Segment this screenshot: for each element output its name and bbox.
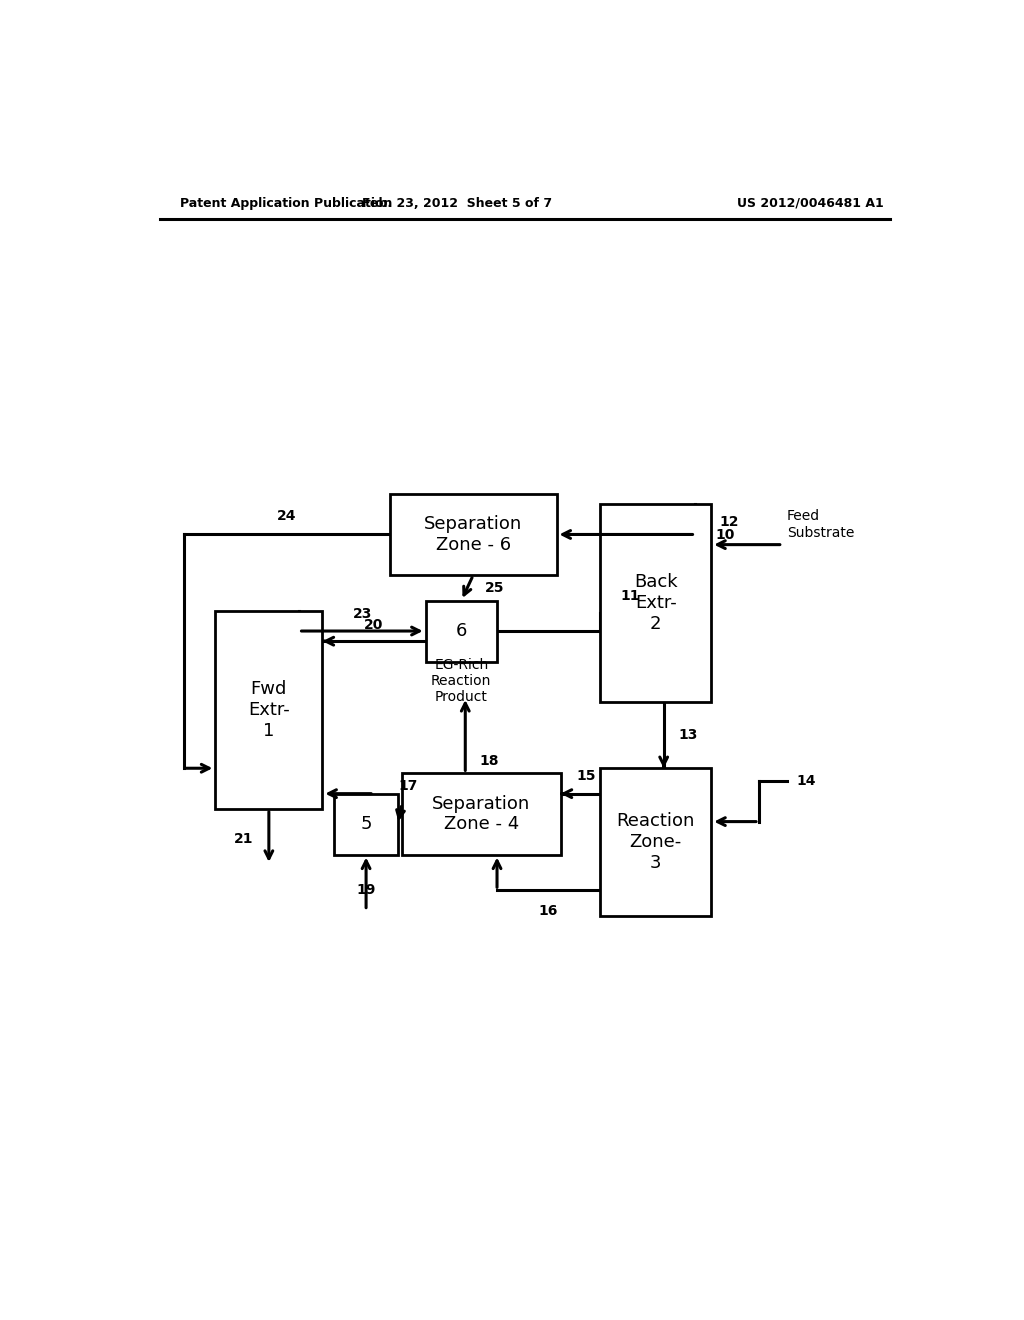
Bar [426,601,497,661]
Text: Fwd
Extr-
1: Fwd Extr- 1 [248,680,290,739]
Text: 21: 21 [233,833,253,846]
Text: 14: 14 [797,774,816,788]
Bar [600,768,712,916]
Text: 6: 6 [456,622,467,640]
Bar [334,793,397,854]
Text: US 2012/0046481 A1: US 2012/0046481 A1 [737,197,884,210]
Text: 11: 11 [620,589,640,603]
Text: 18: 18 [479,754,499,768]
Text: 17: 17 [398,779,418,792]
Text: 25: 25 [485,581,505,595]
Text: 12: 12 [719,515,738,529]
Bar [390,494,557,576]
Text: Feed
Substrate: Feed Substrate [786,510,854,540]
Text: 23: 23 [352,607,372,620]
Text: 5: 5 [360,816,372,833]
Text: Separation
Zone - 6: Separation Zone - 6 [424,515,522,554]
Bar [215,611,323,809]
Text: Reaction
Zone-
3: Reaction Zone- 3 [616,812,695,871]
Text: 10: 10 [715,528,734,541]
Text: Feb. 23, 2012  Sheet 5 of 7: Feb. 23, 2012 Sheet 5 of 7 [362,197,552,210]
Text: 19: 19 [356,883,376,898]
Bar [600,504,712,702]
Text: FIGURE 5: FIGURE 5 [418,496,497,511]
Text: 15: 15 [577,770,596,783]
Text: 24: 24 [276,510,297,523]
Text: 13: 13 [678,729,697,742]
Text: 20: 20 [365,618,384,632]
Text: Back
Extr-
2: Back Extr- 2 [634,573,678,632]
Text: 16: 16 [539,903,558,917]
Text: Separation
Zone - 4: Separation Zone - 4 [432,795,530,833]
Text: EG-Rich
Reaction
Product: EG-Rich Reaction Product [431,657,492,704]
Text: Patent Application Publication: Patent Application Publication [179,197,392,210]
Bar [401,774,560,854]
